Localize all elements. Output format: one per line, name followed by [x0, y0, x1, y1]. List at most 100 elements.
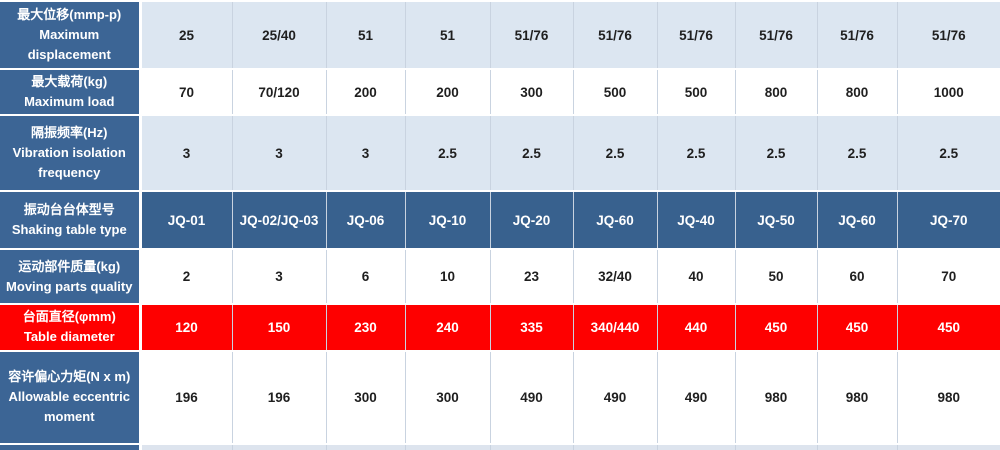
table-row: 最大载荷(kg) Maximum load 70 70/120 200 200 300 500…: [0, 67, 1000, 116]
table-cell: JQ-50: [734, 190, 817, 250]
table-cell: 230: [325, 303, 405, 351]
table-row: 台面直径(φmm) Table diameter 120 150 230 240 335 34…: [0, 303, 1000, 351]
table-cell: 335: [489, 303, 573, 351]
table-row: 振动台台体型号 Shaking table type JQ-01 JQ-02/JQ-0…: [0, 190, 1000, 250]
row-label-chinese: 台面直径(φmm): [22, 309, 116, 325]
row-label: 容许偏心力矩(N x m) Allowable eccentric moment: [0, 349, 142, 444]
table-cell: 3: [231, 248, 326, 305]
table-cell: [325, 442, 405, 450]
table-cell: 6: [325, 248, 405, 305]
row-label: 最大载荷(kg) Maximum load: [0, 67, 142, 116]
table-cell: 51/76: [489, 0, 573, 69]
table-cell: JQ-20: [489, 190, 573, 250]
table-cell: 51/76: [656, 0, 735, 69]
table-cell: 70: [896, 248, 1000, 305]
table-cell: 200: [325, 67, 405, 116]
table-cell: 150: [231, 303, 326, 351]
table-cell: 800: [816, 67, 897, 116]
table-cell: [231, 442, 326, 450]
row-label-english: Vibration isolation frequency: [12, 145, 126, 181]
row-label-english: Shaking table type: [11, 222, 127, 238]
table-cell: 450: [816, 303, 897, 351]
table-cell: 51/76: [734, 0, 817, 69]
table-cell: 51/76: [572, 0, 657, 69]
table-cell: 32/40: [572, 248, 657, 305]
table-cell: 51/76: [896, 0, 1000, 69]
table-cell: 2: [139, 248, 232, 305]
table-cell: 2.5: [734, 114, 817, 192]
table-cell: 490: [489, 349, 573, 444]
table-cell: [572, 442, 657, 450]
table-cell: 980: [896, 349, 1000, 444]
table-row: [0, 442, 1000, 450]
table-cell: 51/76: [816, 0, 897, 69]
table-cell: 490: [572, 349, 657, 444]
table-cell: 980: [816, 349, 897, 444]
table-cell: 500: [572, 67, 657, 116]
table-cell: 10: [404, 248, 490, 305]
table-cell: 440: [656, 303, 735, 351]
table-cell: 25: [139, 0, 232, 69]
table-cell: 40: [656, 248, 735, 305]
table-cell: 51: [404, 0, 490, 69]
table-cell: 120: [139, 303, 232, 351]
table-row: 隔振频率(Hz) Vibration isolation frequency 3 3 3…: [0, 114, 1000, 192]
table-cell: [489, 442, 573, 450]
row-label-chinese: 最大位移(mmp-p): [17, 6, 122, 22]
row-label: 台面直径(φmm) Table diameter: [0, 303, 142, 351]
table-row: 容许偏心力矩(N x m) Allowable eccentric moment 1…: [0, 349, 1000, 444]
table-cell: [656, 442, 735, 450]
table-cell: 2.5: [404, 114, 490, 192]
row-label-english: Allowable eccentric moment: [8, 388, 130, 425]
table-cell: 500: [656, 67, 735, 116]
row-label: 振动台台体型号 Shaking table type: [0, 190, 142, 250]
table-cell: 2.5: [896, 114, 1000, 192]
table-cell: 2.5: [816, 114, 897, 192]
row-label-chinese: 运动部件质量(kg): [18, 258, 121, 274]
row-label-english: Moving parts quality: [6, 278, 133, 294]
table-cell: 1000: [896, 67, 1000, 116]
row-label-chinese: 隔振频率(Hz): [30, 125, 108, 141]
table-cell: 200: [404, 67, 490, 116]
table-cell: JQ-06: [325, 190, 405, 250]
row-label-chinese: 振动台台体型号: [23, 202, 115, 218]
table-cell: 800: [734, 67, 817, 116]
table-cell: 300: [404, 349, 490, 444]
table-cell: JQ-60: [572, 190, 657, 250]
table-cell: 196: [139, 349, 232, 444]
row-label: 隔振频率(Hz) Vibration isolation frequency: [0, 114, 142, 192]
table-cell: 300: [325, 349, 405, 444]
table-cell: 60: [816, 248, 897, 305]
table-cell: 3: [139, 114, 232, 192]
table-cell: JQ-02/JQ-03: [231, 190, 326, 250]
table-cell: [139, 442, 232, 450]
table-cell: [404, 442, 490, 450]
table-cell: [816, 442, 897, 450]
row-label: 运动部件质量(kg) Moving parts quality: [0, 248, 142, 305]
table-cell: 196: [231, 349, 326, 444]
row-label-english: Table diameter: [23, 329, 115, 345]
table-cell: 980: [734, 349, 817, 444]
table-cell: 25/40: [231, 0, 326, 69]
table-cell: 70: [139, 67, 232, 116]
table-cell: 23: [489, 248, 573, 305]
table-cell: 2.5: [656, 114, 735, 192]
row-label: [0, 442, 142, 450]
table-cell: 490: [656, 349, 735, 444]
table-cell: 3: [231, 114, 326, 192]
row-label-english: Maximum displacement: [27, 26, 111, 63]
table-cell: JQ-70: [896, 190, 1000, 250]
table-cell: 2.5: [572, 114, 657, 192]
table-cell: 300: [489, 67, 573, 116]
table-cell: 2.5: [489, 114, 573, 192]
table-cell: JQ-10: [404, 190, 490, 250]
row-label: 最大位移(mmp-p) Maximum displacement: [0, 0, 142, 69]
table-cell: JQ-01: [139, 190, 232, 250]
table-cell: 450: [734, 303, 817, 351]
table-cell: [734, 442, 817, 450]
table-cell: JQ-40: [656, 190, 735, 250]
row-label-chinese: 最大载荷(kg): [31, 74, 108, 89]
table-cell: 70/120: [231, 67, 326, 116]
